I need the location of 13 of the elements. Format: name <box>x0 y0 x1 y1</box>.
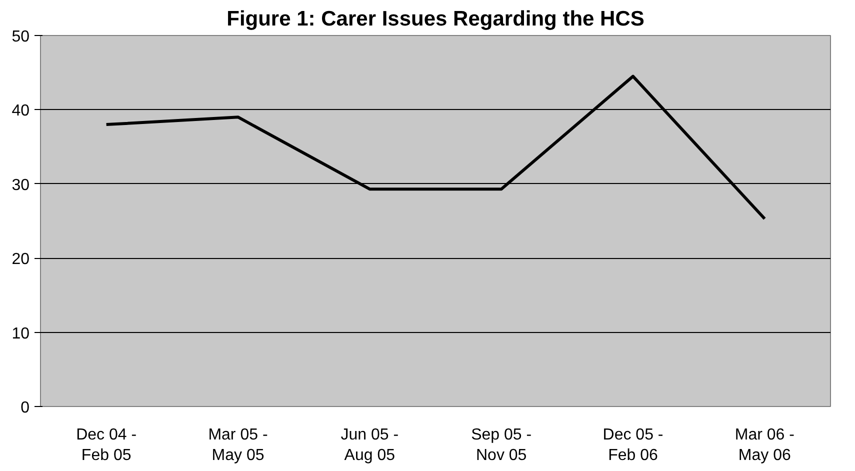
chart-title: Figure 1: Carer Issues Regarding the HCS <box>226 8 644 30</box>
x-tick-label: Mar 06 - May 06 <box>734 426 794 464</box>
y-tick-label: 50 <box>12 28 30 46</box>
x-tick-label: Sep 05 - Nov 05 <box>471 426 532 464</box>
y-tick-label: 0 <box>20 400 30 416</box>
x-tick-label: Jun 05 - Aug 05 <box>340 426 399 464</box>
y-tick-label: 20 <box>12 251 30 268</box>
x-tick-label: Dec 05 - Feb 06 <box>602 426 664 464</box>
y-tick-label: 30 <box>12 176 30 194</box>
x-tick-label: Dec 04 - Feb 05 <box>76 426 137 464</box>
x-tick-label: Mar 05 - May 05 <box>208 426 268 464</box>
y-tick-label: 10 <box>12 325 30 342</box>
y-tick-label: 40 <box>12 102 30 120</box>
